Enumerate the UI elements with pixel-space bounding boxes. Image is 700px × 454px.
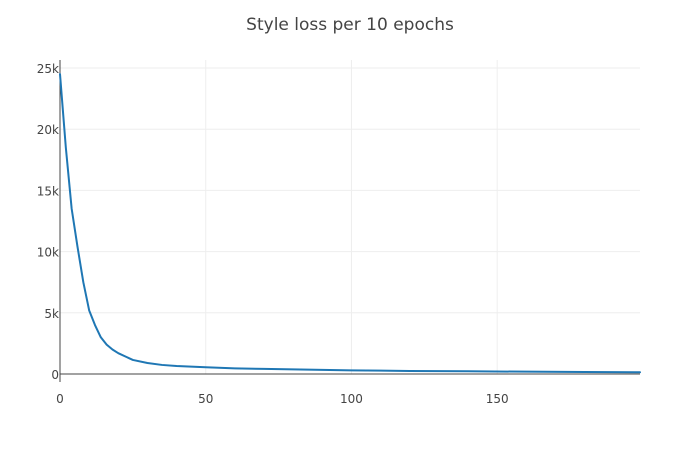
x-tick-label: 50 <box>198 392 213 406</box>
y-tick-label: 15k <box>37 184 59 198</box>
x-tick-label: 0 <box>56 392 64 406</box>
y-tick-label: 20k <box>37 123 59 137</box>
tick-labels: 0 50 100 150 0 5k 10k 15k 20k 25k <box>37 62 509 406</box>
gridlines <box>60 60 640 374</box>
x-tick-label: 150 <box>486 392 509 406</box>
y-tick-label: 10k <box>37 246 59 260</box>
y-tick-label: 0 <box>51 368 59 382</box>
series-line <box>59 73 641 374</box>
chart-title: Style loss per 10 epochs <box>246 15 454 35</box>
y-tick-label: 25k <box>37 62 59 76</box>
series-group <box>59 73 641 374</box>
axes <box>59 60 640 382</box>
x-tick-label: 100 <box>340 392 363 406</box>
y-tick-label: 5k <box>44 307 59 321</box>
